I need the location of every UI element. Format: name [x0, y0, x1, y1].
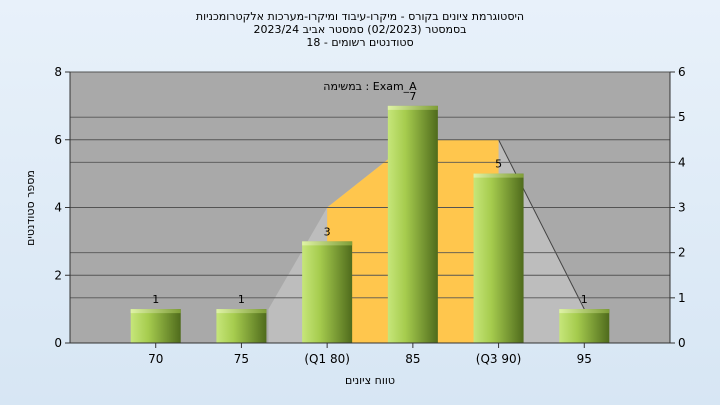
y-tick-label-left: 2: [54, 268, 62, 282]
chart-title: היסטוגרמת ציונים בקורס - מיקרו-עיבוד ומי…: [0, 10, 720, 49]
bar: [130, 309, 181, 343]
y-tick-label-left: 6: [54, 133, 62, 147]
x-tick-label: 70: [148, 352, 163, 366]
bar: [473, 173, 524, 343]
chart-title-line-1: היסטוגרמת ציונים בקורס - מיקרו-עיבוד ומי…: [195, 10, 525, 23]
bar: [302, 241, 353, 343]
x-tick-label: 95: [577, 352, 592, 366]
data-label: 1: [238, 293, 245, 306]
y-axis-title: מספר סטודנטים: [24, 170, 37, 246]
chart-title-line-3: סטודנטים רשומים - 18: [306, 36, 414, 49]
y-tick-label-right: 3: [678, 201, 686, 215]
y-tick-label-left: 4: [54, 201, 62, 215]
x-tick-label: (Q3 90): [476, 352, 522, 366]
chart-title-line-2: בסמסטר (02/2023) סמסטר אביב 2023/24: [253, 23, 467, 36]
y-tick-label-right: 1: [678, 291, 686, 305]
data-label: 3: [324, 225, 331, 238]
bar-top: [559, 309, 610, 314]
chart-annotation: במשימה : Exam_A: [323, 80, 417, 93]
range-edge: [498, 139, 585, 310]
data-label: 7: [409, 90, 416, 103]
bar: [387, 105, 438, 343]
bar-top: [387, 105, 438, 110]
y-tick-label-left: 8: [54, 65, 62, 79]
x-tick-label: 75: [234, 352, 249, 366]
x-axis-title: טווח ציונים: [345, 374, 395, 387]
y-tick-label-right: 2: [678, 246, 686, 260]
y-tick-label-right: 4: [678, 155, 686, 169]
bar-top: [473, 173, 524, 178]
bar: [216, 309, 267, 343]
x-tick-label: 85: [405, 352, 420, 366]
y-tick-label-left: 0: [54, 336, 62, 350]
data-label: 1: [581, 293, 588, 306]
x-tick-label: (Q1 80): [304, 352, 350, 366]
data-label: 1: [152, 293, 159, 306]
data-label: 5: [495, 158, 502, 171]
y-tick-label-right: 5: [678, 110, 686, 124]
bar-top: [302, 241, 353, 246]
bar-top: [216, 309, 267, 314]
y-tick-label-right: 6: [678, 65, 686, 79]
bar-top: [130, 309, 181, 314]
bars-layer: 1 1 3 7 5 1: [130, 90, 610, 343]
bar: [559, 309, 610, 343]
y-tick-label-right: 0: [678, 336, 686, 350]
